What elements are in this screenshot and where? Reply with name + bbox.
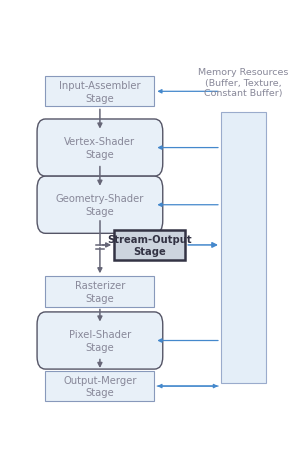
Text: Input-Assembler
Stage: Input-Assembler Stage bbox=[59, 81, 141, 103]
FancyBboxPatch shape bbox=[37, 120, 163, 177]
FancyBboxPatch shape bbox=[37, 312, 163, 369]
Text: Vertex-Shader
Stage: Vertex-Shader Stage bbox=[64, 137, 136, 160]
Text: Rasterizer
Stage: Rasterizer Stage bbox=[75, 281, 125, 303]
FancyBboxPatch shape bbox=[221, 113, 266, 383]
Text: Output-Merger
Stage: Output-Merger Stage bbox=[63, 375, 137, 398]
FancyBboxPatch shape bbox=[45, 77, 155, 107]
Text: Stream-Output
Stage: Stream-Output Stage bbox=[107, 234, 192, 257]
FancyBboxPatch shape bbox=[37, 177, 163, 234]
FancyBboxPatch shape bbox=[114, 230, 185, 261]
Text: Geometry-Shader
Stage: Geometry-Shader Stage bbox=[56, 194, 144, 217]
Text: Memory Resources
(Buffer, Texture,
Constant Buffer): Memory Resources (Buffer, Texture, Const… bbox=[198, 68, 289, 98]
FancyBboxPatch shape bbox=[45, 276, 155, 307]
FancyBboxPatch shape bbox=[45, 371, 155, 401]
Text: Pixel-Shader
Stage: Pixel-Shader Stage bbox=[69, 329, 131, 352]
